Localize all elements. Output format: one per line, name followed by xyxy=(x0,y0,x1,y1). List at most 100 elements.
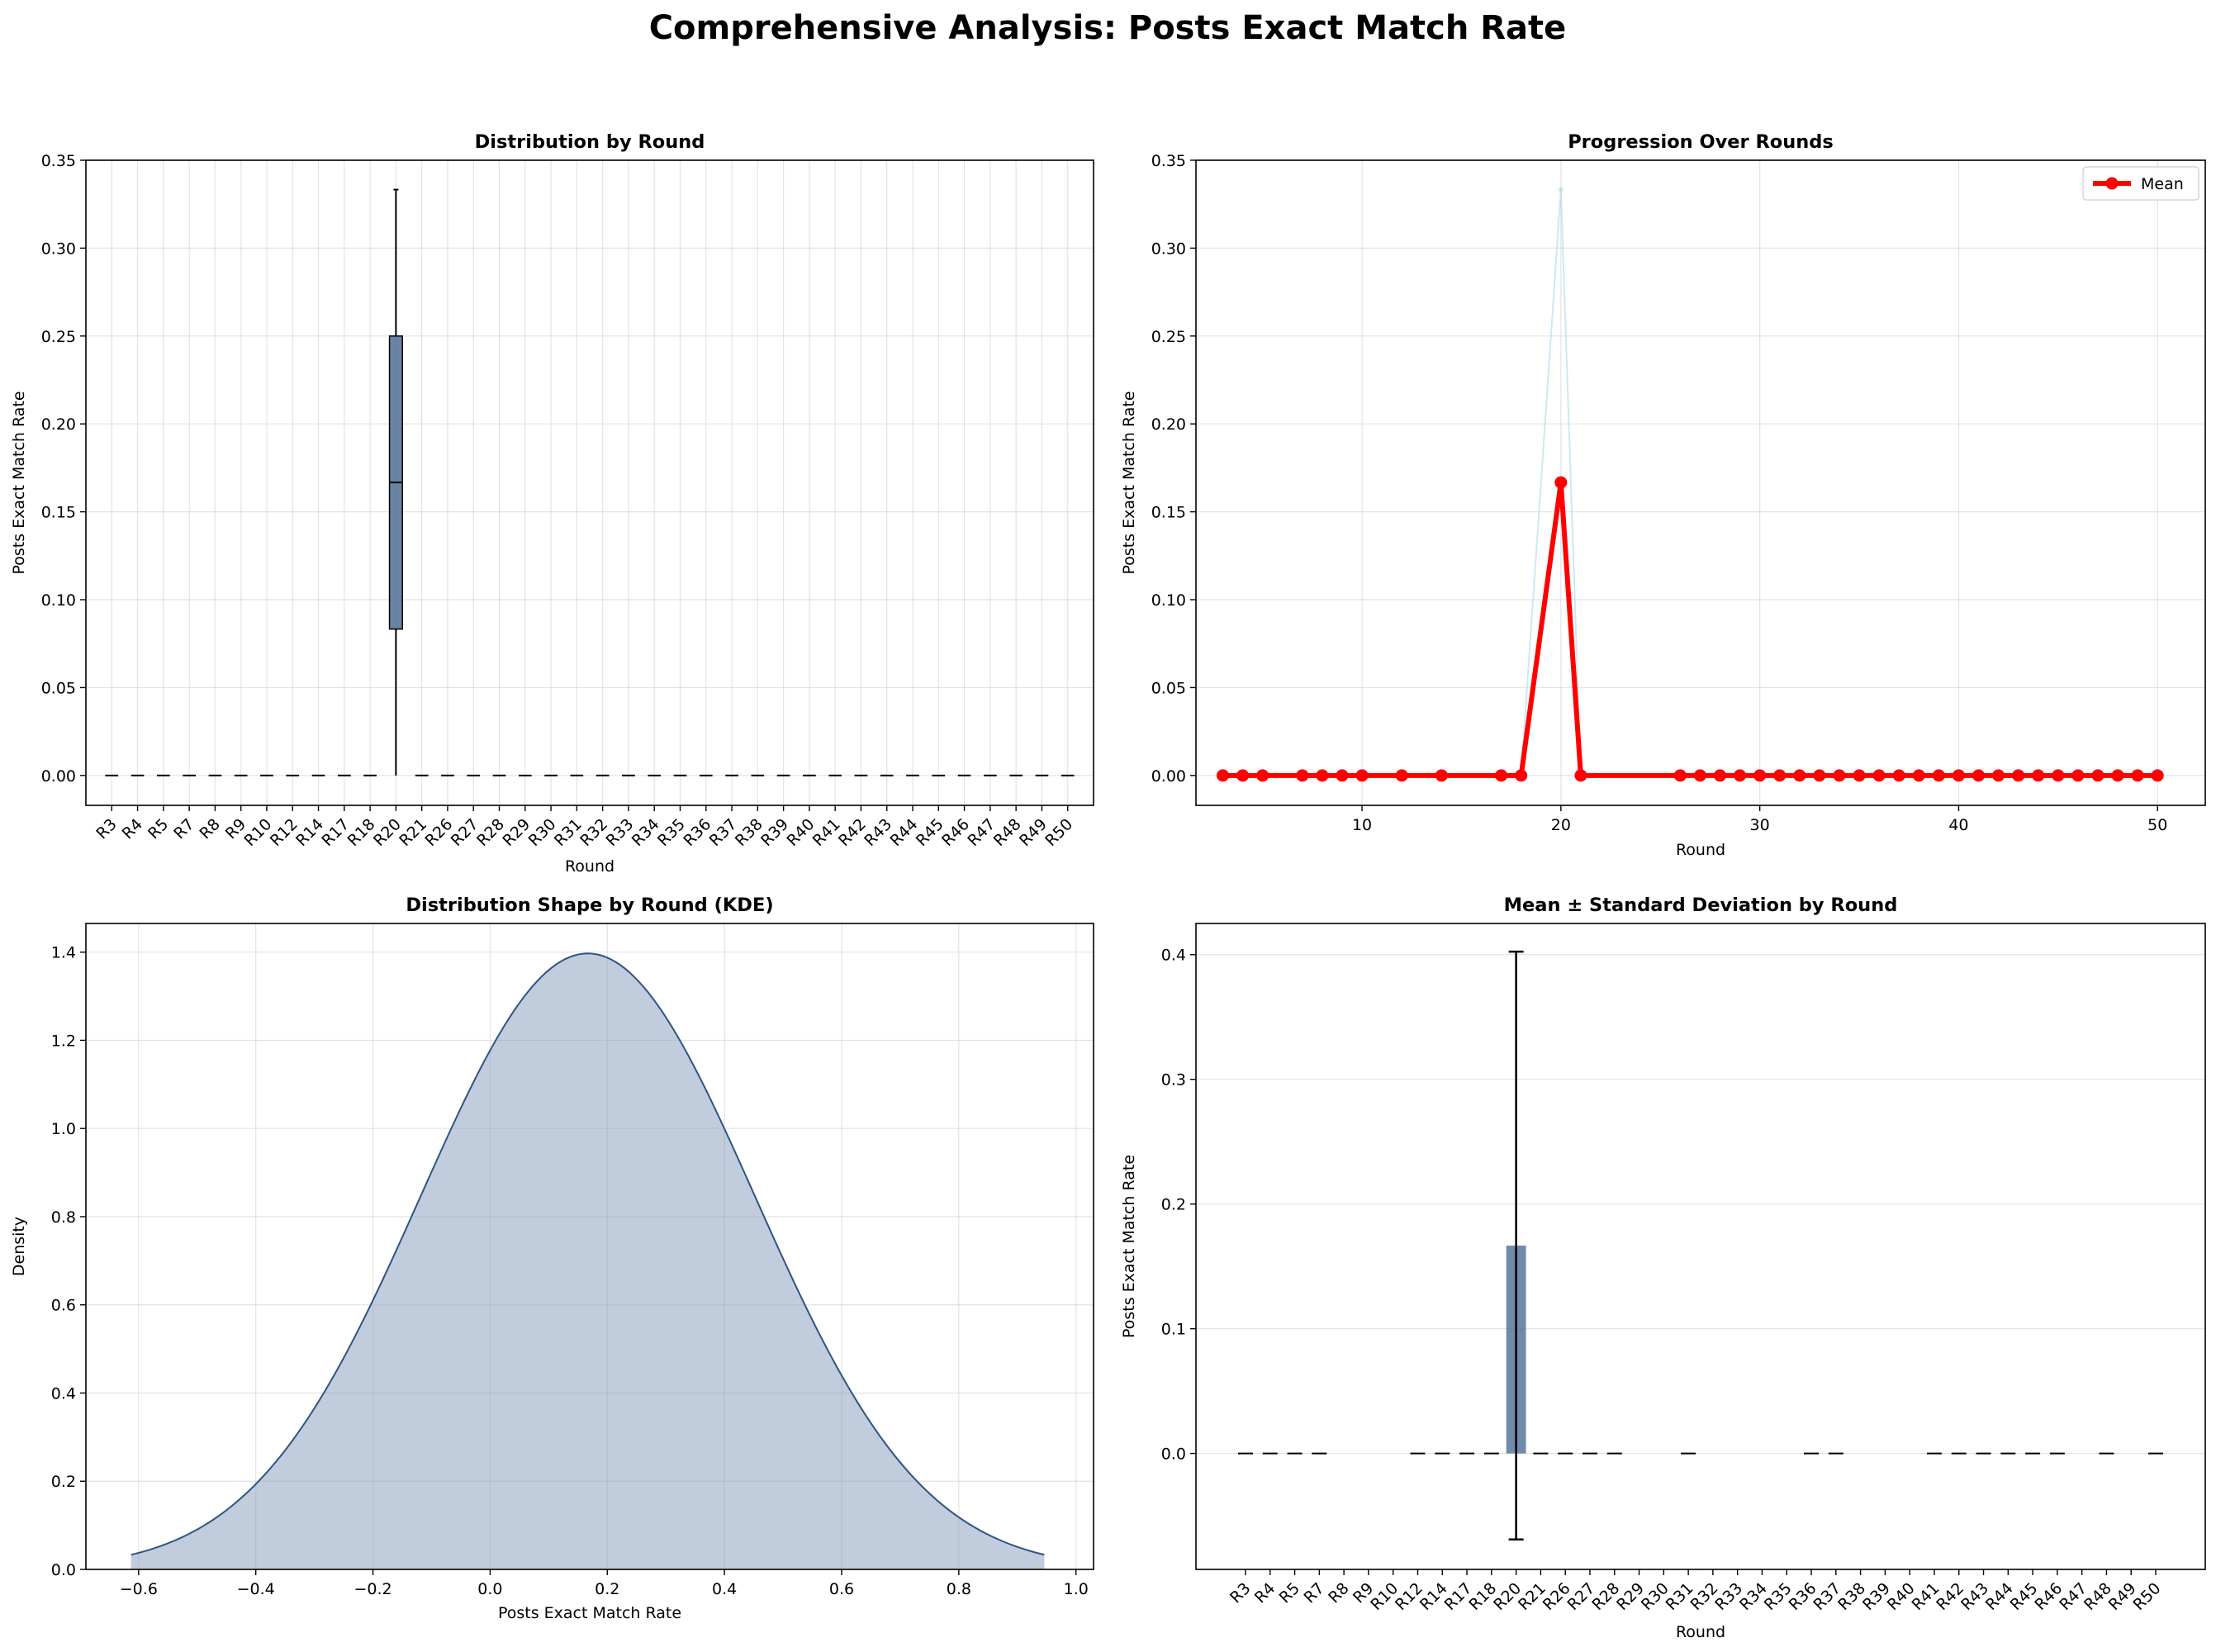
y-tick-label: 0.25 xyxy=(1151,328,1186,346)
mean-series-point xyxy=(1336,769,1349,782)
x-tick-label: 0.0 xyxy=(477,1580,502,1598)
x-tick-label: R5 xyxy=(1276,1579,1303,1607)
x-axis-label: Round xyxy=(1676,1623,1725,1641)
x-tick-label: R4 xyxy=(1251,1579,1279,1607)
mean-series-point xyxy=(1256,769,1269,782)
y-axis-label: Posts Exact Match Rate xyxy=(10,391,28,574)
y-tick-label: 0.2 xyxy=(51,1473,76,1491)
mean-series-point xyxy=(1355,769,1369,782)
mean-series-point xyxy=(1992,769,2005,782)
y-tick-label: 0.05 xyxy=(41,679,76,697)
mean-series-point xyxy=(2131,769,2144,782)
x-tick-label: 40 xyxy=(1948,816,1968,834)
x-tick-label: 1.0 xyxy=(1064,1580,1089,1598)
panel-title: Progression Over Rounds xyxy=(1568,131,1834,153)
mean-series-point xyxy=(1773,769,1787,782)
kde-plot-panel: 0.0 0.2 0.4 0.6 0.8 1.0 1.2 1.4 Distribution Sha… xyxy=(10,895,1094,1622)
x-tick-label: R50 xyxy=(2130,1579,2165,1614)
y-tick-label: 1.0 xyxy=(51,1120,76,1138)
y-tick-label: 0.10 xyxy=(41,591,76,610)
y-tick-label: 0.15 xyxy=(1151,504,1186,522)
mean-series-point xyxy=(1296,769,1309,782)
legend-label-mean: Mean xyxy=(2141,175,2184,193)
y-tick-label: 0.0 xyxy=(51,1561,76,1579)
mean-series-point xyxy=(1753,769,1767,782)
legend-mean-marker-swatch xyxy=(2105,177,2119,190)
axes-frame xyxy=(1195,923,2206,1570)
figure-title: Comprehensive Analysis: Posts Exact Matc… xyxy=(649,9,1567,47)
panel-title: Distribution Shape by Round (KDE) xyxy=(406,895,773,916)
mean-series-point xyxy=(1952,769,1965,782)
mean-series-point xyxy=(1853,769,1866,782)
mean-series-point xyxy=(2032,769,2045,782)
x-tick-label: 20 xyxy=(1551,816,1571,834)
mean-series-point xyxy=(1435,769,1448,782)
axes-frame xyxy=(85,159,1094,806)
y-tick-label: 0.35 xyxy=(1151,152,1186,170)
y-tick-label: 0.0 xyxy=(1161,1446,1186,1464)
legend-box xyxy=(2082,166,2199,201)
mean-series-point xyxy=(1912,769,1925,782)
y-tick-label: 1.4 xyxy=(51,944,76,962)
x-tick-label: 30 xyxy=(1750,816,1770,834)
axes-frame xyxy=(85,923,1094,1570)
y-tick-label: 1.2 xyxy=(51,1032,76,1050)
mean-series-point xyxy=(1673,769,1687,782)
mean-series-point xyxy=(1217,769,1230,782)
y-tick-label: 0.15 xyxy=(41,504,76,522)
y-tick-label: 0.8 xyxy=(51,1208,76,1227)
mean-series-point xyxy=(1236,769,1250,782)
y-tick-label: 0.10 xyxy=(1151,591,1186,610)
x-tick-label: R4 xyxy=(119,815,146,843)
x-axis-label: Posts Exact Match Rate xyxy=(498,1604,681,1622)
y-tick-label: 0.25 xyxy=(41,328,76,346)
y-tick-label: 0.3 xyxy=(1161,1071,1186,1089)
y-tick-label: 0.00 xyxy=(41,767,76,786)
mean-series-point xyxy=(1972,769,1986,782)
axes-frame xyxy=(1195,159,2206,806)
y-axis-label: Posts Exact Match Rate xyxy=(1120,391,1138,574)
x-tick-label: −0.4 xyxy=(237,1580,275,1598)
x-tick-label: 10 xyxy=(1352,816,1372,834)
panel-title: Mean ± Standard Deviation by Round xyxy=(1504,895,1898,916)
y-tick-label: 0.05 xyxy=(1151,679,1186,697)
box-plot-panel: 0.00 0.05 0.10 0.15 0.20 0.25 0.30 0.35 Distribu… xyxy=(10,131,1094,876)
mean-series-point xyxy=(1793,769,1806,782)
x-tick-label: 0.6 xyxy=(829,1580,854,1598)
mean-series-point xyxy=(1872,769,1886,782)
y-tick-label: 0.30 xyxy=(41,240,76,258)
y-axis-label: Density xyxy=(10,1217,28,1276)
kde-area-fill xyxy=(130,953,1045,1569)
legend: Mean xyxy=(2082,166,2199,201)
mean-series-point xyxy=(1713,769,1726,782)
x-tick-label: R8 xyxy=(1325,1579,1352,1607)
mean-series-point xyxy=(1515,769,1528,782)
x-tick-label: R8 xyxy=(197,815,224,843)
x-axis-label: Round xyxy=(1676,841,1725,859)
x-tick-label: R3 xyxy=(93,815,120,843)
y-tick-label: 0.6 xyxy=(51,1297,76,1315)
mean-series-point xyxy=(2151,769,2164,782)
mean-series-line xyxy=(1222,482,2158,778)
mean-series-point xyxy=(2012,769,2025,782)
mean-series-point xyxy=(1574,769,1587,782)
y-tick-label: 0.35 xyxy=(41,152,76,170)
x-tick-label: 0.8 xyxy=(947,1580,971,1598)
x-tick-label: R5 xyxy=(145,815,172,843)
mean-series-point xyxy=(2071,769,2085,782)
x-tick-label: R7 xyxy=(1300,1579,1327,1607)
panel-title: Distribution by Round xyxy=(475,131,705,153)
x-tick-label: 0.4 xyxy=(712,1580,737,1598)
secondary-series-point xyxy=(1558,187,1564,192)
x-tick-label: R7 xyxy=(170,815,197,843)
mean-series-point xyxy=(1316,769,1329,782)
y-tick-label: 0.1 xyxy=(1161,1321,1186,1339)
x-tick-label: −0.2 xyxy=(354,1580,391,1598)
y-tick-label: 0.2 xyxy=(1161,1196,1186,1214)
y-tick-label: 0.20 xyxy=(41,415,76,434)
y-tick-label: 0.20 xyxy=(1151,415,1186,434)
bar-plot-panel: 0.0 0.1 0.2 0.3 0.4 Mean ± Standard Deviation… xyxy=(1120,895,2206,1641)
y-tick-label: 0.4 xyxy=(51,1384,76,1403)
mean-series-point xyxy=(2052,769,2065,782)
